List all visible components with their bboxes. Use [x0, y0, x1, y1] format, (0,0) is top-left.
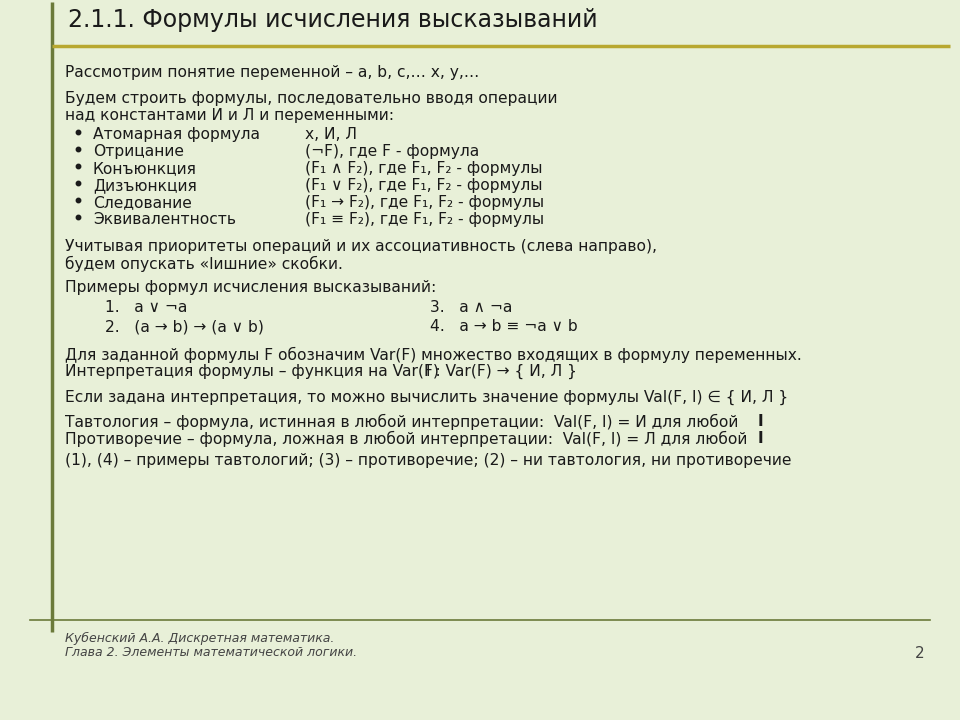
Text: 1.   a ∨ ¬a: 1. a ∨ ¬a [105, 300, 187, 315]
Text: Если задана интерпретация, то можно вычислить значение формулы Val(F, I) ∈ { И, : Если задана интерпретация, то можно вычи… [65, 390, 788, 405]
Text: 2: 2 [916, 646, 925, 661]
Text: I: I [758, 431, 763, 446]
Text: Атомарная формула: Атомарная формула [93, 127, 260, 142]
Text: (1), (4) – примеры тавтологий; (3) – противоречие; (2) – ни тавтология, ни проти: (1), (4) – примеры тавтологий; (3) – про… [65, 453, 791, 468]
Text: Противоречие – формула, ложная в любой интерпретации:  Val(F, I) = Л для любой: Противоречие – формула, ложная в любой и… [65, 431, 753, 447]
Text: над константами И и Л и переменными:: над константами И и Л и переменными: [65, 108, 394, 123]
Text: Будем строить формулы, последовательно вводя операции: Будем строить формулы, последовательно в… [65, 91, 558, 106]
Text: 4.   a → b ≡ ¬a ∨ b: 4. a → b ≡ ¬a ∨ b [430, 319, 578, 334]
Text: 3.   a ∧ ¬a: 3. a ∧ ¬a [430, 300, 513, 315]
Text: Эквивалентность: Эквивалентность [93, 212, 236, 227]
Text: Отрицание: Отрицание [93, 144, 184, 159]
Text: будем опускать «lишние» скобки.: будем опускать «lишние» скобки. [65, 256, 343, 272]
Text: Дизъюнкция: Дизъюнкция [93, 178, 197, 193]
Text: (F₁ → F₂), где F₁, F₂ - формулы: (F₁ → F₂), где F₁, F₂ - формулы [305, 195, 544, 210]
Text: Конъюнкция: Конъюнкция [93, 161, 197, 176]
Text: (F₁ ∨ F₂), где F₁, F₂ - формулы: (F₁ ∨ F₂), где F₁, F₂ - формулы [305, 178, 542, 193]
Text: I : Var(F) → { И, Л }: I : Var(F) → { И, Л } [426, 364, 577, 379]
Text: (¬F), где F - формула: (¬F), где F - формула [305, 144, 479, 159]
Text: Рассмотрим понятие переменной – a, b, c,… x, y,…: Рассмотрим понятие переменной – a, b, c,… [65, 65, 479, 80]
Text: Тавтология – формула, истинная в любой интерпретации:  Val(F, I) = И для любой: Тавтология – формула, истинная в любой и… [65, 414, 743, 430]
Text: Для заданной формулы F обозначим Var(F) множество входящих в формулу переменных.: Для заданной формулы F обозначим Var(F) … [65, 347, 802, 363]
Text: I: I [758, 414, 763, 429]
Text: (F₁ ∧ F₂), где F₁, F₂ - формулы: (F₁ ∧ F₂), где F₁, F₂ - формулы [305, 161, 542, 176]
Text: Следование: Следование [93, 195, 192, 210]
Text: Интерпретация формулы – функция на Var(F): Интерпретация формулы – функция на Var(F… [65, 364, 439, 379]
Text: 2.1.1. Формулы исчисления высказываний: 2.1.1. Формулы исчисления высказываний [68, 8, 598, 32]
Text: 2.   (a → b) → (a ∨ b): 2. (a → b) → (a ∨ b) [105, 319, 264, 334]
Text: (F₁ ≡ F₂), где F₁, F₂ - формулы: (F₁ ≡ F₂), где F₁, F₂ - формулы [305, 212, 544, 227]
Text: Учитывая приоритеты операций и их ассоциативность (слева направо),: Учитывая приоритеты операций и их ассоци… [65, 239, 657, 254]
Text: Примеры формул исчисления высказываний:: Примеры формул исчисления высказываний: [65, 280, 436, 295]
Text: Глава 2. Элементы математической логики.: Глава 2. Элементы математической логики. [65, 646, 357, 659]
Text: Кубенский А.А. Дискретная математика.: Кубенский А.А. Дискретная математика. [65, 632, 334, 645]
Text: x, И, Л: x, И, Л [305, 127, 357, 142]
